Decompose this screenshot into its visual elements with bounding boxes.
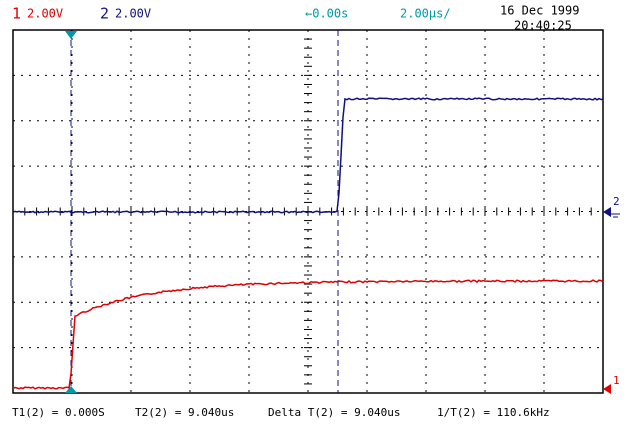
ch2-number: 2 (100, 5, 109, 23)
measurement-t2: T2(2) = 9.040us (135, 406, 234, 419)
time-offset: ←0.00s (305, 7, 348, 21)
time-scale: 2.00µs/ (400, 7, 451, 21)
measurement-delta: Delta T(2) = 9.040us (268, 406, 400, 419)
measurement-t1: T1(2) = 0.000S (12, 406, 105, 419)
ch1-scale: 2.00V (27, 7, 63, 21)
ch1-waveform (12, 279, 604, 390)
ch2-waveform (12, 97, 604, 214)
ch2-scale: 2.00V (115, 7, 151, 21)
trigger-marker (65, 31, 77, 39)
date: 16 Dec 1999 (500, 4, 579, 18)
graticule (12, 29, 604, 394)
ch1-number: 1 (12, 5, 21, 23)
time: 20:40:25 (514, 19, 572, 33)
ch1-marker-label: 1 (613, 374, 620, 387)
ch2-marker (603, 207, 611, 217)
ch1-marker (603, 384, 611, 394)
measurement-inverse: 1/T(2) = 110.6kHz (437, 406, 550, 419)
ch2-marker-label: 2 (613, 195, 620, 208)
cursor-marker (65, 386, 77, 393)
